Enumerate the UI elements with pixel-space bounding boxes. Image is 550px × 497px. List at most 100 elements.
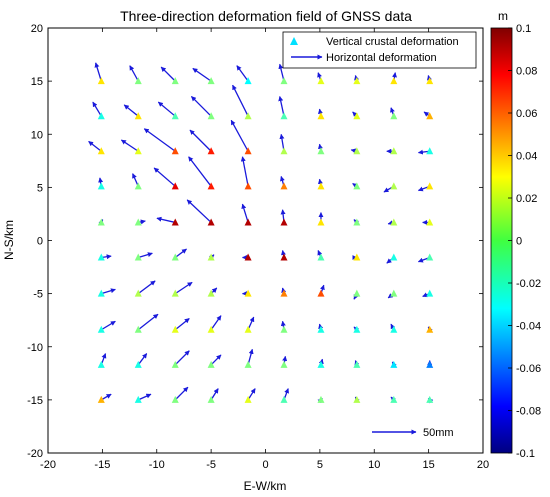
horizontal-deformation-arrow bbox=[157, 101, 176, 117]
horizontal-deformation-arrow bbox=[188, 156, 212, 187]
x-axis-ticks: -20 -15 -10 -5 0 5 10 15 20 bbox=[40, 28, 489, 471]
vertical-deformation-marker bbox=[280, 395, 288, 403]
vertical-deformation-marker bbox=[207, 147, 215, 155]
vertical-deformation-marker bbox=[134, 147, 142, 155]
horizontal-deformation-arrow bbox=[210, 315, 222, 331]
vertical-deformation-marker bbox=[353, 253, 361, 261]
vertical-deformation-marker bbox=[317, 360, 325, 368]
vertical-deformation-marker bbox=[280, 147, 288, 155]
x-tick-label: 20 bbox=[477, 459, 489, 471]
horizontal-deformation-arrow bbox=[137, 280, 156, 295]
vertical-deformation-marker bbox=[134, 395, 142, 403]
horizontal-deformation-arrow bbox=[186, 199, 212, 223]
y-tick-label: -15 bbox=[27, 395, 43, 407]
y-tick-label: 15 bbox=[31, 76, 43, 88]
vertical-deformation-marker bbox=[207, 289, 215, 297]
colorbar-tick-label: -0.02 bbox=[516, 278, 541, 290]
horizontal-deformation-arrow bbox=[123, 104, 139, 117]
horizontal-deformation-arrow bbox=[174, 248, 187, 259]
vertical-deformation-marker bbox=[426, 112, 434, 120]
horizontal-deformation-arrow bbox=[210, 354, 222, 366]
x-tick-label: -20 bbox=[40, 459, 56, 471]
vertical-deformation-marker bbox=[207, 325, 215, 333]
horizontal-deformation-arrow bbox=[174, 317, 190, 331]
x-tick-label: 15 bbox=[423, 459, 435, 471]
horizontal-deformation-arrow bbox=[210, 388, 219, 401]
vertical-deformation-marker bbox=[207, 395, 215, 403]
vertical-deformation-marker bbox=[390, 360, 398, 368]
vertical-deformation-marker bbox=[97, 218, 105, 226]
vertical-deformation-marker bbox=[317, 77, 325, 85]
vertical-deformation-marker bbox=[280, 218, 288, 226]
colorbar-tick-label: 0.06 bbox=[516, 108, 537, 120]
horizontal-deformation-arrow bbox=[88, 140, 102, 152]
horizontal-deformation-arrow bbox=[153, 167, 176, 187]
vertical-deformation-marker bbox=[244, 395, 252, 403]
horizontal-deformation-arrow bbox=[278, 63, 285, 82]
vertical-deformation-marker bbox=[280, 182, 288, 190]
vertical-deformation-marker bbox=[390, 289, 398, 297]
vertical-deformation-marker bbox=[280, 289, 288, 297]
vertical-deformation-marker bbox=[134, 253, 142, 261]
vertical-deformation-marker bbox=[317, 325, 325, 333]
vertical-deformation-marker bbox=[390, 147, 398, 155]
vertical-deformation-marker bbox=[353, 182, 361, 190]
y-axis-ticks: 20 15 10 5 0 -5 -10 -15 -20 bbox=[27, 23, 483, 460]
y-tick-label: 5 bbox=[37, 182, 43, 194]
vertical-deformation-marker bbox=[97, 147, 105, 155]
vertical-deformation-marker bbox=[317, 182, 325, 190]
vertical-deformation-marker bbox=[244, 289, 252, 297]
vertical-deformation-marker bbox=[207, 112, 215, 120]
horizontal-deformation-arrow bbox=[192, 67, 212, 82]
x-axis-label: E-W/km bbox=[244, 479, 287, 493]
horizontal-deformation-arrow bbox=[100, 393, 112, 401]
vertical-deformation-marker bbox=[390, 218, 398, 226]
horizontal-deformation-arrow bbox=[278, 95, 285, 117]
colorbar-tick-label: 0.04 bbox=[516, 151, 537, 163]
horizontal-deformation-arrow bbox=[174, 350, 190, 366]
vertical-deformation-marker bbox=[97, 325, 105, 333]
vertical-deformation-marker bbox=[353, 147, 361, 155]
colorbar-tick-label: -0.04 bbox=[516, 321, 541, 333]
colorbar-tick-label: -0.08 bbox=[516, 406, 541, 418]
vertical-deformation-marker bbox=[97, 77, 105, 85]
vertical-deformation-marker bbox=[97, 289, 105, 297]
colorbar-unit: m bbox=[498, 9, 508, 23]
vertical-deformation-marker bbox=[317, 289, 325, 297]
station-layer bbox=[88, 62, 434, 404]
vertical-deformation-marker bbox=[280, 112, 288, 120]
vertical-deformation-marker bbox=[390, 77, 398, 85]
x-tick-label: 0 bbox=[262, 459, 268, 471]
y-tick-label: 20 bbox=[31, 23, 43, 35]
vertical-deformation-marker bbox=[280, 360, 288, 368]
legend-triangle-marker bbox=[290, 37, 298, 45]
horizontal-deformation-arrow bbox=[236, 65, 249, 82]
colorbar-tick-label: -0.06 bbox=[516, 363, 541, 375]
vertical-deformation-marker bbox=[353, 360, 361, 368]
vertical-deformation-marker bbox=[207, 253, 215, 261]
legend-horizontal-label: Horizontal deformation bbox=[326, 52, 437, 64]
vertical-deformation-marker bbox=[353, 112, 361, 120]
vertical-deformation-marker bbox=[171, 218, 179, 226]
vertical-deformation-marker bbox=[426, 253, 434, 261]
vertical-deformation-marker bbox=[317, 218, 325, 226]
vertical-deformation-marker bbox=[244, 112, 252, 120]
vertical-deformation-marker bbox=[426, 182, 434, 190]
x-tick-label: 5 bbox=[317, 459, 323, 471]
vertical-deformation-marker bbox=[97, 182, 105, 190]
vertical-deformation-marker bbox=[317, 112, 325, 120]
horizontal-deformation-arrow bbox=[100, 320, 116, 331]
horizontal-deformation-arrow bbox=[247, 388, 256, 401]
chart-title: Three-direction deformation field of GNS… bbox=[120, 8, 412, 24]
colorbar-tick-label: -0.1 bbox=[516, 448, 535, 460]
x-tick-label: -10 bbox=[149, 459, 165, 471]
vertical-deformation-marker bbox=[134, 182, 142, 190]
vertical-deformation-marker bbox=[97, 360, 105, 368]
horizontal-deformation-arrow bbox=[129, 65, 139, 82]
vertical-deformation-marker bbox=[171, 112, 179, 120]
vertical-deformation-marker bbox=[426, 147, 434, 155]
triangle-group bbox=[97, 77, 434, 403]
vertical-deformation-marker bbox=[353, 77, 361, 85]
colorbar-tick-label: 0.1 bbox=[516, 23, 531, 35]
y-axis-label: N-S/km bbox=[2, 220, 16, 260]
